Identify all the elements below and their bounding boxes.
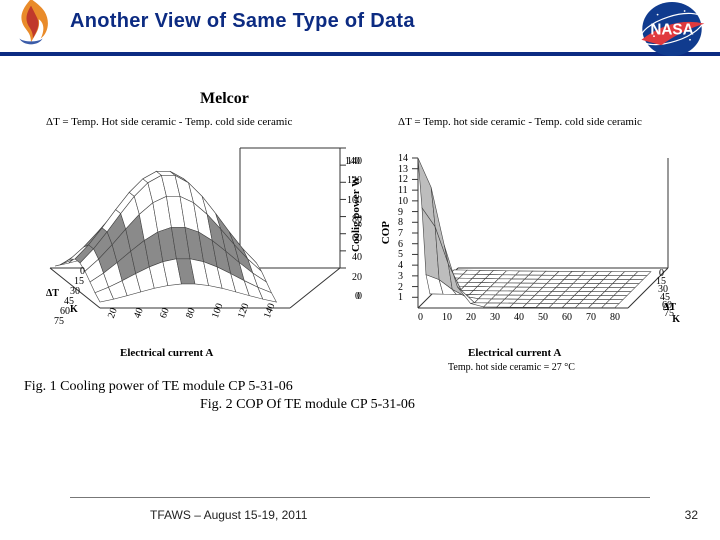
plot-cop: ΔT = Temp. hot side ceramic - Temp. cold… — [368, 116, 680, 361]
fig1-caption: Fig. 1 Cooling power of TE module CP 5-3… — [24, 379, 680, 395]
plot2-zlabel: COP — [380, 221, 392, 244]
figure-captions: Fig. 1 Cooling power of TE module CP 5-3… — [40, 379, 680, 413]
plot2-subtitle: Temp. hot side ceramic = 27 °C — [448, 362, 575, 373]
slide-header: Another View of Same Type of Data NASA — [0, 0, 720, 56]
melcor-label: Melcor — [200, 90, 680, 108]
plots-row: ΔT = Temp. Hot side ceramic - Temp. cold… — [40, 116, 680, 361]
plot1-deltaT-def: ΔT = Temp. Hot side ceramic - Temp. cold… — [46, 116, 292, 128]
plot2-deltaT-def: ΔT = Temp. hot side ceramic - Temp. cold… — [398, 116, 642, 128]
page-number: 32 — [685, 508, 698, 522]
footer-text: TFAWS – August 15-19, 2011 — [150, 508, 307, 522]
footer-divider — [70, 497, 650, 498]
plot1-dtk: ΔT — [46, 288, 59, 299]
plot2-xlabel: Electrical current A — [468, 347, 561, 359]
flame-logo-icon — [2, 0, 60, 54]
plot-cooling-power: ΔT = Temp. Hot side ceramic - Temp. cold… — [40, 116, 360, 361]
surface-plot-1 — [40, 128, 360, 358]
surface-plot-2 — [368, 128, 680, 358]
svg-text:NASA: NASA — [650, 21, 693, 38]
fig2-caption: Fig. 2 COP Of TE module CP 5-31-06 — [200, 397, 680, 413]
slide-content: Melcor ΔT = Temp. Hot side ceramic - Tem… — [40, 90, 680, 413]
plot1-xlabel: Electrical current A — [120, 347, 213, 359]
slide-title: Another View of Same Type of Data — [70, 10, 720, 33]
nasa-logo-icon: NASA — [636, 0, 708, 60]
